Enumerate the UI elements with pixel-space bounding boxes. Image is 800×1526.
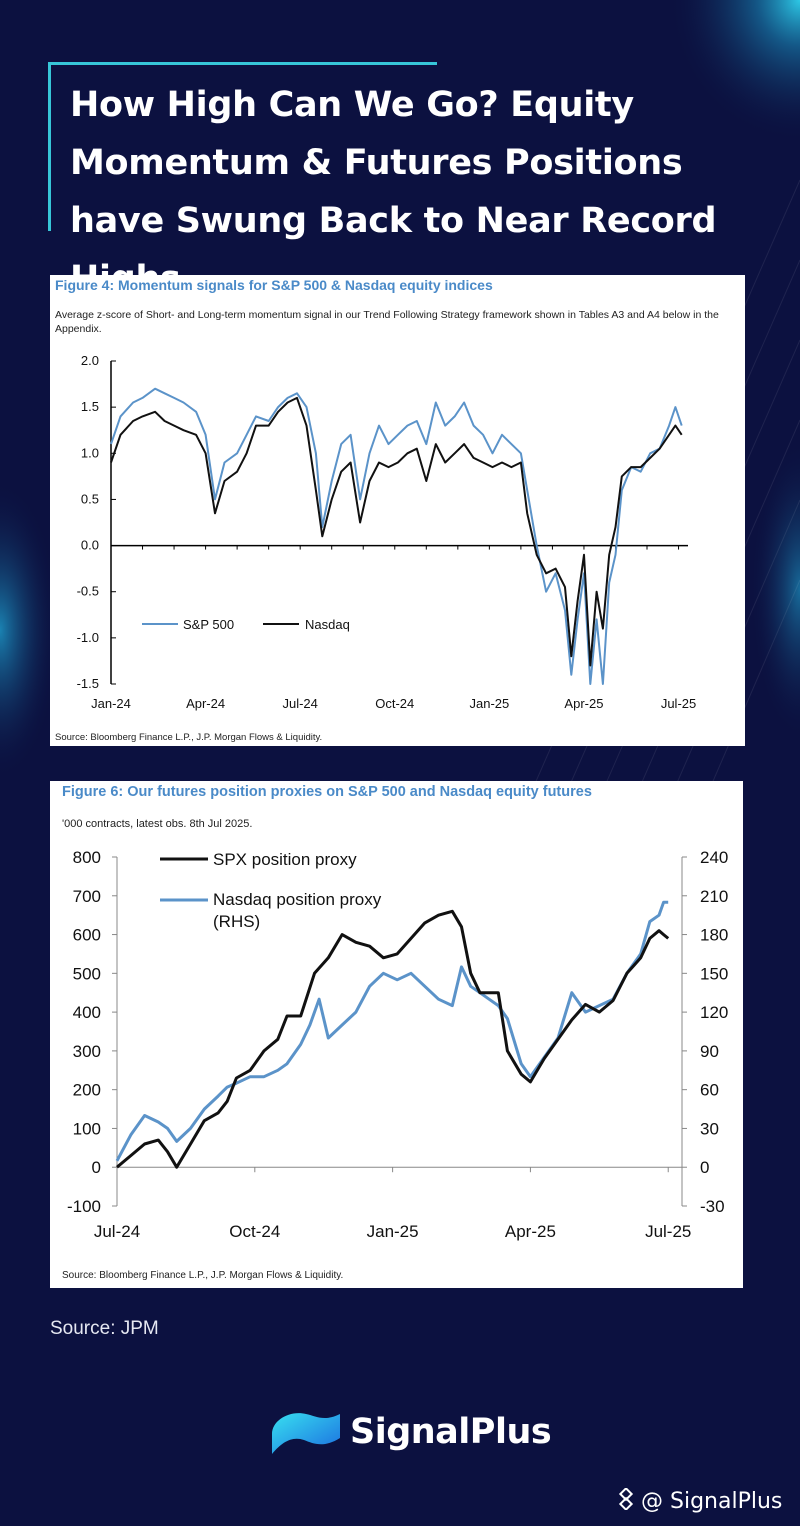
- figure-6-subtitle: '000 contracts, latest obs. 8th Jul 2025…: [62, 818, 253, 830]
- x-tick-label: Oct-24: [229, 1222, 280, 1241]
- legend-label-nasdaq-line: Nasdaq position proxy: [213, 890, 382, 909]
- left-y-tick-label: 400: [73, 1003, 101, 1022]
- y-tick-label: 2.0: [81, 353, 99, 368]
- brand-name: SignalPlus: [350, 1412, 552, 1452]
- right-y-tick-label: 90: [700, 1042, 719, 1061]
- title-accent-bracket: [48, 62, 437, 231]
- legend-label-nasdaq: Nasdaq position proxy (RHS): [213, 890, 382, 931]
- x-tick-label: Jan-25: [469, 696, 509, 711]
- figure-4-source: Source: Bloomberg Finance L.P., J.P. Mor…: [55, 732, 323, 743]
- signalplus-logo-icon: [272, 1413, 340, 1454]
- right-y-tick-label: -30: [700, 1197, 725, 1216]
- left-y-tick-label: -100: [67, 1197, 101, 1216]
- futures-position-chart: 8007006005004003002001000-10024021018015…: [67, 848, 728, 1241]
- left-y-tick-label: 0: [92, 1158, 101, 1177]
- series-line-nasdaq: [110, 396, 683, 667]
- left-y-tick-label: 800: [73, 848, 101, 867]
- y-tick-label: 1.5: [81, 399, 99, 414]
- y-tick-label: -1.5: [77, 676, 99, 691]
- left-y-tick-label: 500: [73, 964, 101, 983]
- figure-4-panel: Figure 4: Momentum signals for S&P 500 &…: [50, 275, 745, 746]
- right-y-tick-label: 120: [700, 1003, 728, 1022]
- left-y-tick-label: 300: [73, 1042, 101, 1061]
- figure-6-title: Figure 6: Our futures position proxies o…: [62, 784, 592, 800]
- figure-6-panel: Figure 6: Our futures position proxies o…: [50, 781, 743, 1288]
- y-tick-label: 0.5: [81, 491, 99, 506]
- x-tick-label: Jan-25: [367, 1222, 419, 1241]
- left-y-tick-label: 200: [73, 1081, 101, 1100]
- x-tick-label: Jul-25: [645, 1222, 691, 1241]
- right-y-tick-label: 0: [700, 1158, 709, 1177]
- x-tick-label: Oct-24: [375, 696, 414, 711]
- right-y-tick-label: 150: [700, 964, 728, 983]
- source-note: Source: JPM: [50, 1318, 159, 1339]
- x-tick-label: Jul-24: [94, 1222, 140, 1241]
- right-y-tick-label: 240: [700, 848, 728, 867]
- legend-label-nasdaq: Nasdaq: [305, 617, 350, 632]
- figure-4-subtitle: Average z-score of Short- and Long-term …: [55, 309, 719, 335]
- figure-4-title: Figure 4: Momentum signals for S&P 500 &…: [55, 277, 493, 293]
- left-y-tick-label: 600: [73, 926, 101, 945]
- x-tick-label: Apr-25: [564, 696, 603, 711]
- left-y-tick-label: 100: [73, 1119, 101, 1138]
- figure-6-source: Source: Bloomberg Finance L.P., J.P. Mor…: [62, 1270, 344, 1281]
- binance-diamond-icon: [618, 1488, 634, 1510]
- right-y-tick-label: 60: [700, 1081, 719, 1100]
- left-y-tick-label: 700: [73, 887, 101, 906]
- legend-label-sp500: S&P 500: [183, 617, 234, 632]
- x-tick-label: Jul-24: [282, 696, 317, 711]
- y-tick-label: 0.0: [81, 538, 99, 553]
- signalplus-brand: SignalPlus: [268, 1404, 558, 1464]
- page-title: How High Can We Go? Equity Momentum & Fu…: [70, 85, 717, 299]
- x-tick-label: Jan-24: [91, 696, 131, 711]
- series-line-nasdaq-position-proxy: [115, 900, 669, 1162]
- handle-text: @ SignalPlus: [641, 1489, 783, 1514]
- y-tick-label: 1.0: [81, 445, 99, 460]
- right-y-tick-label: 210: [700, 887, 728, 906]
- series-line-sp500: [110, 387, 683, 685]
- x-tick-label: Jul-25: [661, 696, 696, 711]
- x-tick-label: Apr-24: [186, 696, 225, 711]
- y-tick-label: -1.0: [77, 630, 99, 645]
- y-tick-label: -0.5: [77, 584, 99, 599]
- social-handle: @ SignalPlus: [615, 1488, 782, 1514]
- right-y-tick-label: 30: [700, 1119, 719, 1138]
- legend-label-spx: SPX position proxy: [213, 850, 357, 869]
- series-line-spx-position-proxy: [116, 909, 670, 1169]
- x-tick-label: Apr-25: [505, 1222, 556, 1241]
- legend-label-nasdaq-line: (RHS): [213, 912, 260, 931]
- momentum-chart: 2.0 1.5 1.0 0.5 0.0 -0.5 -1.0 -1.5 Jan-24 Apr-24 J…: [77, 353, 697, 711]
- right-y-tick-label: 180: [700, 926, 728, 945]
